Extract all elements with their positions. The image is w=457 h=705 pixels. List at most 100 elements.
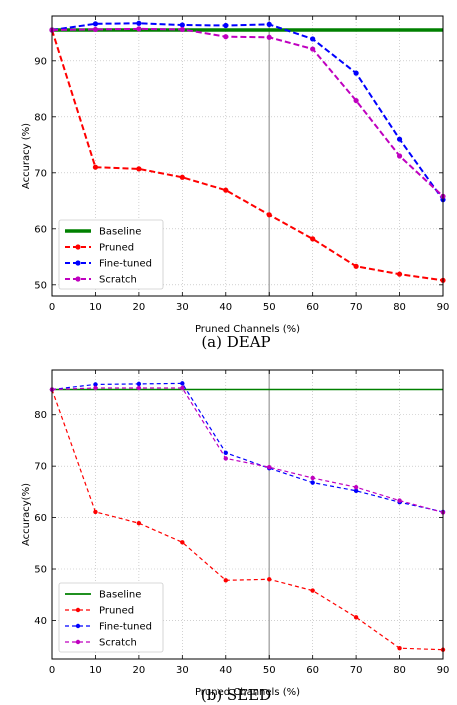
x-tick-label: 70 (350, 302, 363, 313)
legend-label-baseline: Baseline (99, 590, 141, 601)
y-tick-label: 50 (34, 565, 47, 576)
data-point-fine-tuned (223, 22, 229, 29)
x-tick-label: 80 (393, 302, 406, 313)
data-point-scratch (397, 498, 402, 503)
legend-label-pruned: Pruned (99, 606, 134, 617)
data-point-scratch (353, 485, 359, 490)
plot-frame (51, 369, 444, 660)
data-point-scratch (136, 26, 142, 32)
x-tick-label: 40 (219, 665, 232, 676)
x-tick-label: 90 (437, 302, 450, 313)
data-point-fine-tuned (353, 70, 359, 76)
y-tick-label: 80 (34, 112, 47, 123)
data-point-scratch (266, 34, 272, 40)
data-point-pruned (397, 646, 402, 651)
x-axis-label: Pruned Channels (%) (195, 687, 300, 698)
data-point-scratch (353, 97, 359, 104)
x-tick-label: 10 (89, 665, 102, 676)
x-axis-label: Pruned Channels (%) (195, 324, 300, 335)
legend-label-scratch: Scratch (99, 275, 137, 286)
figure-caption: (a) DEAP (201, 333, 270, 351)
legend-marker-scratch (75, 276, 81, 282)
figure-caption: (b) SEED (201, 686, 271, 704)
legend-marker-pruned (75, 244, 81, 250)
series-line-scratch (51, 27, 444, 198)
x-tick-label: 80 (393, 665, 406, 676)
data-point-scratch (179, 26, 185, 33)
data-point-pruned (396, 271, 403, 277)
x-tick-label: 60 (306, 302, 319, 313)
y-tick-label: 40 (34, 616, 47, 627)
data-point-fine-tuned (310, 480, 315, 485)
y-tick-label: 70 (34, 462, 47, 473)
data-point-scratch (223, 34, 229, 40)
legend-box (58, 582, 164, 653)
data-point-scratch (93, 385, 98, 391)
x-tick-label: 30 (176, 665, 189, 676)
data-point-pruned (223, 187, 229, 193)
chart-panel-1: 0 10 20 30 40 50 60 70 80 90 50 60 70 80 90 Pruned Chan… (21, 15, 450, 351)
series-line-scratch (51, 387, 444, 513)
y-tick-label: 80 (34, 410, 47, 421)
y-tick-label: 90 (34, 56, 47, 67)
x-tick-label: 20 (133, 302, 146, 313)
data-point-pruned (92, 164, 99, 170)
y-tick-label: 60 (34, 224, 47, 235)
legend-label-fine-tuned: Fine-tuned (99, 259, 152, 270)
x-tick-label: 50 (263, 302, 276, 313)
data-point-fine-tuned (396, 136, 403, 142)
data-point-pruned (93, 509, 98, 515)
data-point-scratch (396, 153, 403, 159)
chart-panel-2: 0 10 20 30 40 50 60 70 80 90 40 50 60 70 80 Pruned Chan… (21, 369, 450, 704)
data-point-pruned (223, 578, 228, 583)
data-point-scratch (310, 46, 316, 52)
legend-box (58, 219, 164, 290)
x-tick-label: 40 (219, 302, 232, 313)
series-line-pruned (51, 29, 444, 282)
series-line-fine-tuned (51, 382, 444, 513)
data-point-pruned (267, 577, 272, 582)
y-tick-label: 60 (34, 513, 47, 524)
x-tick-label: 20 (133, 665, 146, 676)
data-point-pruned (266, 212, 272, 218)
data-point-scratch (223, 456, 228, 461)
data-point-fine-tuned (92, 21, 99, 27)
legend-label-fine-tuned: Fine-tuned (99, 622, 152, 633)
legend: Baseline Pruned Fine-tuned Scratch (58, 582, 164, 653)
data-point-pruned (310, 236, 316, 242)
legend-label-scratch: Scratch (99, 638, 137, 649)
x-tick-label: 0 (49, 665, 55, 676)
legend-marker-fine-tuned (75, 623, 81, 629)
legend-marker-pruned (75, 607, 81, 613)
legend-marker-fine-tuned (75, 260, 81, 266)
y-axis-label: Accuracy(%) (21, 483, 32, 546)
data-point-fine-tuned (136, 381, 142, 387)
data-point-pruned (310, 588, 315, 593)
y-tick-label: 50 (34, 280, 47, 291)
data-point-fine-tuned (136, 20, 142, 26)
series-line-fine-tuned (51, 22, 444, 201)
data-point-pruned (136, 521, 142, 526)
data-point-scratch (136, 385, 142, 391)
data-point-pruned (353, 615, 359, 620)
plot-frame (51, 15, 444, 297)
x-tick-label: 70 (350, 665, 363, 676)
x-tick-label: 90 (437, 665, 450, 676)
data-point-pruned (353, 263, 359, 269)
legend: Baseline Pruned Fine-tuned Scratch (58, 219, 164, 290)
x-tick-label: 10 (89, 302, 102, 313)
x-tick-label: 60 (306, 665, 319, 676)
y-axis-label: Accuracy (%) (21, 123, 32, 189)
data-point-scratch (267, 464, 272, 470)
data-point-scratch (310, 475, 315, 481)
legend-marker-scratch (75, 639, 81, 645)
data-point-scratch (180, 385, 185, 391)
data-point-fine-tuned (310, 36, 316, 42)
legend-label-baseline: Baseline (99, 227, 141, 238)
data-point-fine-tuned (93, 382, 98, 387)
y-tick-label: 70 (34, 168, 47, 179)
x-tick-label: 30 (176, 302, 189, 313)
data-point-pruned (136, 166, 142, 172)
data-point-scratch (92, 26, 99, 33)
